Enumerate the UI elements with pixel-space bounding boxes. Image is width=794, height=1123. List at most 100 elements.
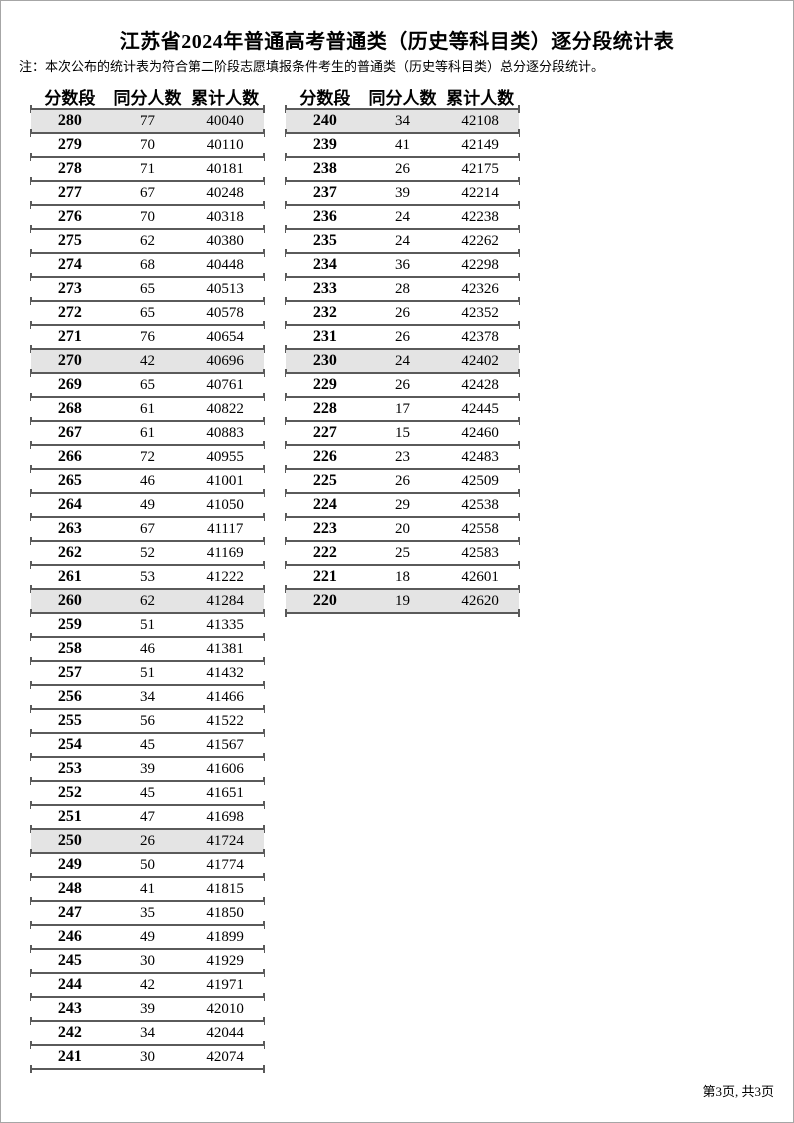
cumulative-count-cell: 42262 bbox=[461, 233, 499, 249]
score-band-cell: 228 bbox=[312, 400, 337, 417]
table-row: 278 71 40181 bbox=[30, 158, 265, 185]
table-row: 275 62 40380 bbox=[30, 230, 265, 257]
table-row: 260 62 41284 bbox=[30, 590, 265, 617]
table-row: 220 19 42620 bbox=[285, 590, 520, 617]
score-band-cell: 238 bbox=[312, 160, 337, 177]
table-row: 237 39 42214 bbox=[285, 182, 520, 209]
table-row: 226 23 42483 bbox=[285, 446, 520, 473]
score-band-cell: 231 bbox=[312, 328, 337, 345]
cumulative-count-cell: 40654 bbox=[206, 329, 244, 345]
table-row: 255 56 41522 bbox=[30, 710, 265, 737]
table-row: 234 36 42298 bbox=[285, 254, 520, 281]
table-row: 269 65 40761 bbox=[30, 374, 265, 401]
score-band-cell: 262 bbox=[57, 544, 82, 561]
score-band-cell: 268 bbox=[57, 400, 82, 417]
same-score-count-cell: 62 bbox=[140, 233, 155, 249]
same-score-count-cell: 45 bbox=[140, 737, 155, 753]
table-row: 244 42 41971 bbox=[30, 974, 265, 1001]
cumulative-count-cell: 42509 bbox=[461, 473, 499, 489]
table-row: 235 24 42262 bbox=[285, 230, 520, 257]
same-score-count-cell: 19 bbox=[395, 593, 410, 609]
score-band-cell: 279 bbox=[57, 136, 82, 153]
cumulative-count-cell: 40822 bbox=[206, 401, 244, 417]
score-band-cell: 226 bbox=[312, 448, 337, 465]
same-score-count-cell: 45 bbox=[140, 785, 155, 801]
cumulative-count-cell: 41117 bbox=[206, 521, 244, 537]
same-score-count-cell: 70 bbox=[140, 209, 155, 225]
table-row: 277 67 40248 bbox=[30, 182, 265, 209]
same-score-count-cell: 34 bbox=[140, 1025, 155, 1041]
score-band-cell: 243 bbox=[57, 1000, 82, 1017]
cumulative-count-cell: 41466 bbox=[206, 689, 244, 705]
score-band-cell: 234 bbox=[312, 256, 337, 273]
same-score-count-cell: 35 bbox=[140, 905, 155, 921]
same-score-count-cell: 36 bbox=[395, 257, 410, 273]
table-row: 271 76 40654 bbox=[30, 326, 265, 353]
cumulative-count-cell: 41381 bbox=[206, 641, 244, 657]
score-band-cell: 276 bbox=[57, 208, 82, 225]
cumulative-count-cell: 42538 bbox=[461, 497, 499, 513]
column-header-same-score-count: 同分人数 bbox=[113, 89, 182, 108]
cumulative-count-cell: 42428 bbox=[461, 377, 499, 393]
table-row: 238 26 42175 bbox=[285, 158, 520, 185]
score-band-cell: 277 bbox=[57, 184, 82, 201]
same-score-count-cell: 52 bbox=[140, 545, 155, 561]
table-row: 242 34 42044 bbox=[30, 1022, 265, 1049]
score-band-cell: 251 bbox=[57, 808, 82, 825]
same-score-count-cell: 47 bbox=[140, 809, 155, 825]
cumulative-count-cell: 42214 bbox=[461, 185, 499, 201]
same-score-count-cell: 51 bbox=[140, 665, 155, 681]
cumulative-count-cell: 42298 bbox=[461, 257, 499, 273]
score-band-cell: 254 bbox=[57, 736, 82, 753]
cumulative-count-cell: 41698 bbox=[206, 809, 244, 825]
score-band-cell: 255 bbox=[57, 712, 82, 729]
same-score-count-cell: 34 bbox=[140, 689, 155, 705]
score-band-cell: 224 bbox=[312, 496, 337, 513]
score-band-cell: 270 bbox=[57, 352, 82, 369]
score-band-cell: 267 bbox=[57, 424, 82, 441]
same-score-count-cell: 24 bbox=[395, 209, 410, 225]
score-band-cell: 258 bbox=[57, 640, 82, 657]
score-band-cell: 221 bbox=[312, 568, 337, 585]
table-row: 236 24 42238 bbox=[285, 206, 520, 233]
column-header-cumulative-count: 累计人数 bbox=[446, 89, 515, 108]
cumulative-count-cell: 40955 bbox=[206, 449, 244, 465]
cumulative-count-cell: 40513 bbox=[206, 281, 244, 297]
score-band-cell: 271 bbox=[57, 328, 82, 345]
table-row: 274 68 40448 bbox=[30, 254, 265, 281]
table-row: 247 35 41850 bbox=[30, 902, 265, 929]
same-score-count-cell: 34 bbox=[395, 113, 410, 129]
same-score-count-cell: 42 bbox=[140, 977, 155, 993]
cumulative-count-cell: 41850 bbox=[206, 905, 244, 921]
same-score-count-cell: 26 bbox=[395, 377, 410, 393]
table-row: 230 24 42402 bbox=[285, 350, 520, 377]
cumulative-count-cell: 41284 bbox=[206, 593, 244, 609]
same-score-count-cell: 67 bbox=[140, 185, 155, 201]
table-row: 221 18 42601 bbox=[285, 566, 520, 593]
score-band-cell: 272 bbox=[57, 304, 82, 321]
table-row: 223 20 42558 bbox=[285, 518, 520, 545]
table-row: 256 34 41466 bbox=[30, 686, 265, 713]
same-score-count-cell: 62 bbox=[140, 593, 155, 609]
cumulative-count-cell: 42352 bbox=[461, 305, 499, 321]
score-band-cell: 239 bbox=[312, 136, 337, 153]
page-number: 第3页, 共3页 bbox=[702, 1084, 774, 1099]
table-row: 265 46 41001 bbox=[30, 470, 265, 497]
same-score-count-cell: 24 bbox=[395, 233, 410, 249]
score-band-cell: 249 bbox=[57, 856, 82, 873]
table-row: 252 45 41651 bbox=[30, 782, 265, 809]
score-band-cell: 244 bbox=[57, 976, 82, 993]
table-row: 225 26 42509 bbox=[285, 470, 520, 497]
score-band-cell: 274 bbox=[57, 256, 82, 273]
score-band-cell: 245 bbox=[57, 952, 82, 969]
table-row: 233 28 42326 bbox=[285, 278, 520, 305]
table-row: 232 26 42352 bbox=[285, 302, 520, 329]
cumulative-count-cell: 41522 bbox=[206, 713, 244, 729]
cumulative-count-cell: 42238 bbox=[461, 209, 499, 225]
same-score-count-cell: 41 bbox=[140, 881, 155, 897]
score-band-cell: 263 bbox=[57, 520, 82, 537]
cumulative-count-cell: 40110 bbox=[206, 137, 244, 153]
score-band-cell: 257 bbox=[57, 664, 82, 681]
same-score-count-cell: 26 bbox=[395, 473, 410, 489]
